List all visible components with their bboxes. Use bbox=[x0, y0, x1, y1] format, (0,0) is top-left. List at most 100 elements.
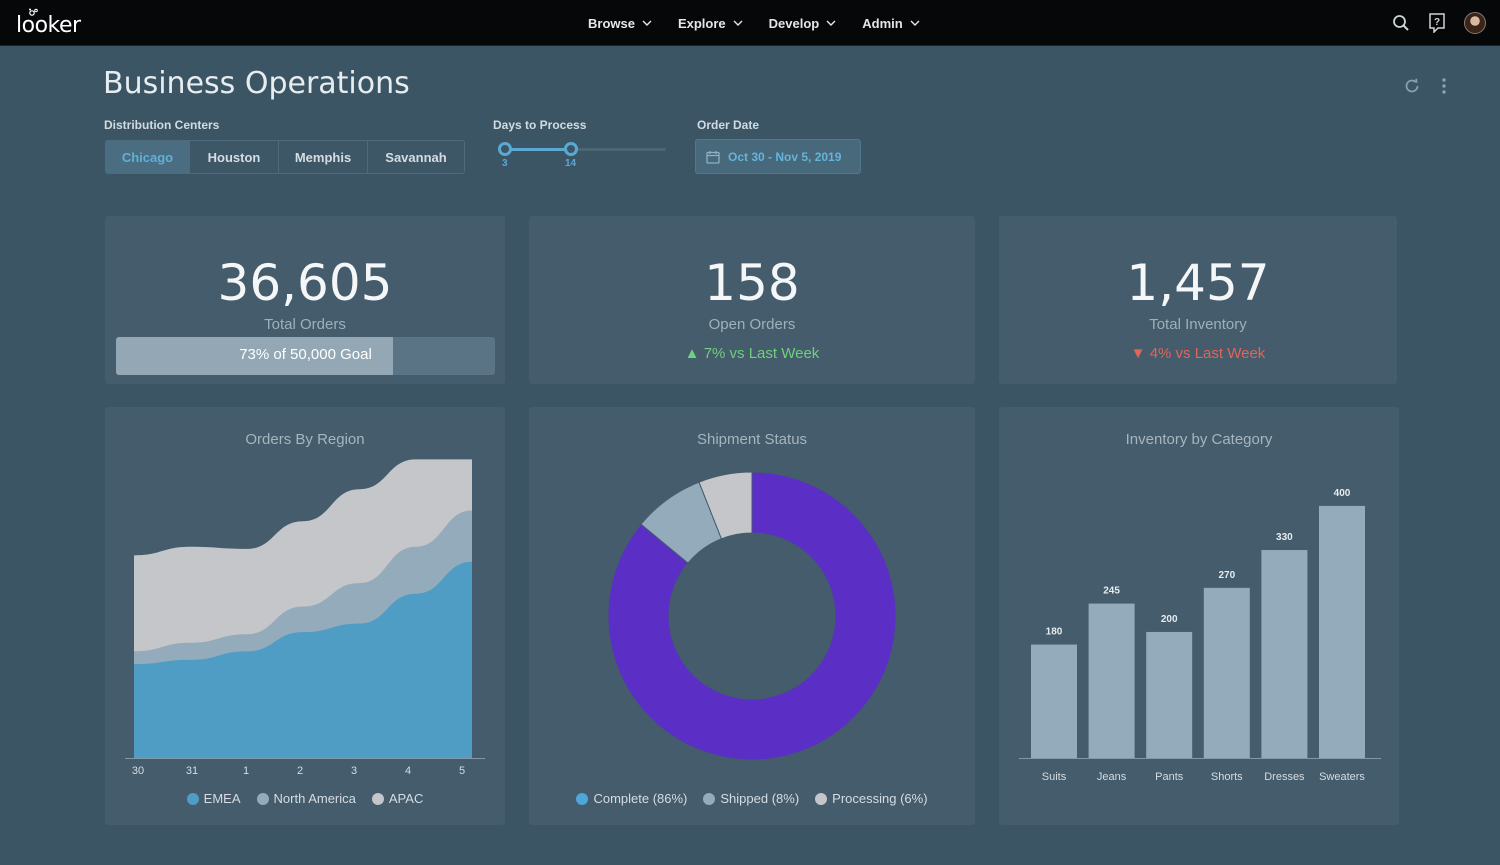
x-tick-label: 1 bbox=[243, 765, 249, 777]
bar-value-label: 270 bbox=[1218, 570, 1235, 581]
slider-track bbox=[498, 148, 666, 151]
total-orders-value: 36,605 bbox=[217, 254, 393, 312]
nav-browse[interactable]: Browse bbox=[588, 0, 652, 46]
nav-admin-label: Admin bbox=[862, 15, 903, 31]
dashboard-actions bbox=[1390, 76, 1454, 96]
help-icon[interactable]: ? bbox=[1426, 12, 1448, 34]
bar-value-label: 245 bbox=[1103, 586, 1120, 597]
nav-explore[interactable]: Explore bbox=[678, 0, 743, 46]
calendar-icon bbox=[706, 150, 720, 164]
x-tick-label: 4 bbox=[405, 765, 411, 777]
tile-total-orders: 36,605 Total Orders 73% of 50,000 Goal bbox=[105, 216, 505, 384]
slider-fill bbox=[505, 148, 571, 151]
slider-max-handle[interactable] bbox=[564, 142, 578, 156]
tile-orders-by-region: Orders By Region 30 31 1 2 3 4 5 EMEA North Am… bbox=[105, 407, 505, 825]
category-label: Shorts bbox=[1211, 771, 1243, 783]
legend-dot-emea bbox=[186, 792, 199, 805]
legend-processing[interactable]: Processing (6%) bbox=[815, 791, 928, 806]
days-range-slider[interactable]: 3 14 bbox=[498, 140, 668, 170]
bar-value-label: 330 bbox=[1276, 532, 1293, 543]
legend-north-america[interactable]: North America bbox=[256, 791, 356, 806]
bar-pants[interactable] bbox=[1146, 631, 1193, 758]
x-tick-label: 31 bbox=[186, 765, 198, 777]
category-label: Sweaters bbox=[1319, 771, 1365, 783]
area-emea[interactable] bbox=[134, 561, 472, 758]
x-tick-label: 3 bbox=[351, 765, 357, 777]
legend-dot-north-america bbox=[256, 792, 269, 805]
bar-value-label: 180 bbox=[1046, 627, 1063, 638]
nav-develop[interactable]: Develop bbox=[769, 0, 837, 46]
legend-dot-processing bbox=[815, 792, 828, 805]
slice-complete[interactable] bbox=[607, 471, 897, 761]
bar-sweaters[interactable] bbox=[1319, 505, 1365, 758]
main-nav: Browse Explore Develop Admin bbox=[588, 0, 946, 46]
center-savannah[interactable]: Savannah bbox=[385, 149, 447, 165]
bar-suits[interactable] bbox=[1031, 644, 1077, 758]
open-orders-label: Open Orders bbox=[708, 316, 796, 333]
triangle-up-icon: ▲ bbox=[684, 345, 700, 362]
slider-max-value: 14 bbox=[565, 158, 577, 169]
shipment-status-legend: Complete (86%) Shipped (8%) Processing (… bbox=[529, 791, 975, 806]
nav-explore-label: Explore bbox=[677, 15, 726, 31]
x-tick-label: 5 bbox=[459, 765, 465, 777]
open-orders-delta: ▲ 7% vs Last Week bbox=[529, 345, 975, 362]
center-houston[interactable]: Houston bbox=[190, 141, 279, 173]
chevron-down-icon bbox=[910, 20, 920, 26]
nav-admin[interactable]: Admin bbox=[862, 0, 920, 46]
tile-inventory-by-category: Inventory by Category 180 Suits 245 Jeans 20… bbox=[999, 407, 1399, 825]
more-vert-icon[interactable] bbox=[1434, 76, 1454, 96]
legend-apac[interactable]: APAC bbox=[371, 791, 424, 806]
slice-processing[interactable] bbox=[698, 471, 753, 540]
center-memphis[interactable]: Memphis bbox=[279, 141, 368, 173]
goal-progress-bar: 73% of 50,000 Goal bbox=[116, 337, 495, 375]
goal-progress-text: 73% of 50,000 Goal bbox=[239, 346, 372, 363]
legend-complete[interactable]: Complete (86%) bbox=[576, 791, 687, 806]
distribution-centers-label: Distribution Centers bbox=[104, 118, 220, 132]
looker-logo[interactable]: looker bbox=[16, 8, 81, 38]
total-orders-label: Total Orders bbox=[264, 316, 346, 333]
category-label: Jeans bbox=[1097, 771, 1127, 783]
slider-min-handle[interactable] bbox=[498, 142, 512, 156]
top-actions: ? bbox=[1376, 0, 1486, 46]
bar-value-label: 200 bbox=[1161, 614, 1178, 625]
slider-min-value: 3 bbox=[502, 158, 508, 169]
search-icon[interactable] bbox=[1390, 12, 1412, 34]
nav-develop-label: Develop bbox=[768, 15, 820, 31]
refresh-icon[interactable] bbox=[1402, 76, 1422, 96]
svg-text:?: ? bbox=[1434, 17, 1440, 28]
chevron-down-icon bbox=[826, 20, 836, 26]
top-bar: looker Browse Explore Develop Admin ? bbox=[0, 0, 1500, 46]
inventory-by-category-chart: 180 Suits 245 Jeans 200 Pants 270 Shorts 330 Dres… bbox=[1019, 488, 1381, 783]
distribution-center-toggle: Chicago Houston Memphis Savannah bbox=[105, 140, 465, 174]
bar-dresses[interactable] bbox=[1261, 550, 1308, 758]
triangle-down-icon: ▼ bbox=[1130, 345, 1146, 362]
orders-by-region-legend: EMEA North America APAC bbox=[105, 791, 505, 806]
nav-browse-label: Browse bbox=[588, 15, 635, 31]
legend-emea-label: EMEA bbox=[203, 791, 241, 806]
legend-processing-label: Processing (6%) bbox=[832, 791, 928, 806]
tile-shipment-status: Shipment Status Complete (86%) Shipped (… bbox=[529, 407, 975, 825]
total-inventory-label: Total Inventory bbox=[1149, 316, 1247, 333]
bar-value-label: 400 bbox=[1334, 488, 1351, 499]
goal-progress-fill bbox=[116, 337, 393, 375]
legend-emea[interactable]: EMEA bbox=[186, 791, 241, 806]
tile-open-orders: 158 Open Orders ▲ 7% vs Last Week bbox=[529, 216, 975, 384]
shipment-status-chart bbox=[607, 471, 897, 761]
chevron-down-icon bbox=[642, 20, 652, 26]
order-date-picker[interactable]: Oct 30 - Nov 5, 2019 bbox=[695, 139, 861, 174]
orders-by-region-chart: 30 31 1 2 3 4 5 bbox=[125, 459, 485, 777]
avatar[interactable] bbox=[1464, 12, 1486, 34]
page-title: Business Operations bbox=[103, 66, 410, 101]
center-chicago[interactable]: Chicago bbox=[106, 141, 190, 173]
bar-shorts[interactable] bbox=[1203, 587, 1250, 758]
legend-apac-label: APAC bbox=[388, 791, 424, 806]
inventory-by-category-title: Inventory by Category bbox=[1125, 431, 1273, 448]
category-label: Suits bbox=[1042, 771, 1067, 783]
shipment-status-title: Shipment Status bbox=[696, 431, 808, 448]
x-tick-label: 2 bbox=[297, 765, 303, 777]
logo-mark-icon bbox=[29, 8, 38, 16]
legend-shipped[interactable]: Shipped (8%) bbox=[703, 791, 799, 806]
bar-jeans[interactable] bbox=[1088, 603, 1135, 758]
total-inventory-value: 1,457 bbox=[1126, 254, 1270, 312]
chevron-down-icon bbox=[733, 20, 743, 26]
